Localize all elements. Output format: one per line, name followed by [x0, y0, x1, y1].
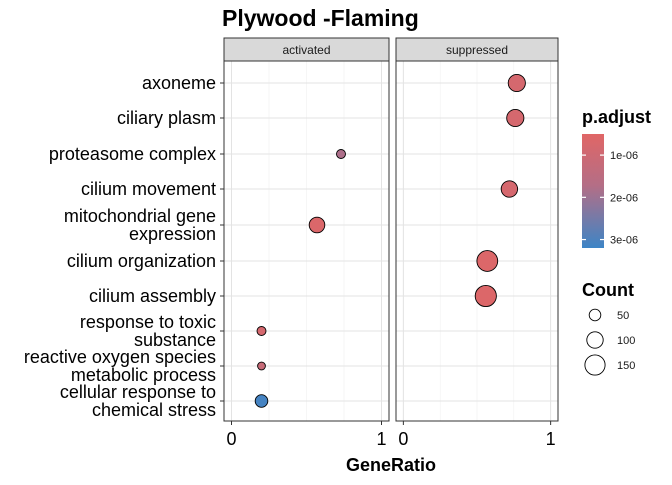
y-tick-label-cilium-organization: cilium organization — [67, 251, 216, 271]
y-axis-labels: axoneme ciliary plasm proteasome complex ci… — [24, 73, 224, 420]
data-point-ciliary-plasm — [506, 108, 525, 128]
data-point-response-to-toxic-substance — [256, 326, 267, 336]
y-tick-label-axoneme: axoneme — [142, 73, 216, 93]
chart-title: Plywood -Flaming — [222, 5, 419, 31]
count-legend-circle — [588, 308, 602, 322]
data-point-reactive-oxygen-species-metabolic-process — [257, 361, 266, 371]
x-tick-label: 0 — [398, 429, 408, 449]
data-point-mitochondrial-gene-expression — [308, 216, 326, 234]
x-tick-label: 1 — [546, 429, 556, 449]
colorbar-tick-label: 2e-06 — [610, 192, 638, 204]
p-adjust-legend-title: p.adjust — [582, 107, 651, 127]
data-point-cilium-assembly — [474, 284, 497, 308]
data-point-cilium-movement — [500, 180, 519, 198]
panel-border — [223, 60, 390, 422]
y-tick-label-proteasome-complex: proteasome complex — [49, 144, 216, 164]
y-tick-label-cilium-movement: cilium movement — [81, 179, 216, 199]
colorbar-tick-label: 1e-06 — [610, 150, 638, 162]
count-legend-label: 50 — [617, 310, 629, 322]
data-point-cilium-organization — [476, 250, 499, 272]
y-tick-label-ciliary-plasm: ciliary plasm — [117, 108, 216, 128]
y-tick-label-reactive-oxygen-species-metabolic-process: reactive oxygen species metabolic process — [24, 347, 216, 385]
panel-strip-label: suppressed — [446, 43, 508, 57]
count-legend-circle — [586, 331, 604, 349]
p-adjust-colorbar — [582, 134, 604, 248]
y-tick-label-response-to-toxic-substance: response to toxic substance — [80, 312, 216, 350]
panel-strip-label: activated — [282, 43, 330, 57]
panel-activated: activated 0 1 — [223, 37, 390, 449]
count-legend-label: 150 — [617, 360, 635, 372]
count-legend-title: Count — [582, 280, 634, 300]
panel-border — [395, 60, 559, 422]
x-tick-label: 0 — [226, 429, 236, 449]
colorbar-tick-label: 3e-06 — [610, 235, 638, 247]
data-point-cellular-response-to-chemical-stress — [254, 394, 269, 408]
y-tick-label-mitochondrial-gene-expression: mitochondrial gene expression — [64, 206, 216, 244]
count-legend: Count 50 100 150 — [582, 280, 635, 376]
panel-suppressed: suppressed 0 1 — [395, 37, 559, 449]
count-legend-circle — [584, 354, 606, 376]
x-tick-label: 1 — [376, 429, 386, 449]
data-point-proteasome-complex — [336, 149, 346, 159]
x-axis-title: GeneRatio — [346, 455, 436, 475]
p-adjust-legend: p.adjust 1e-06 2e-06 3e-06 — [582, 107, 651, 248]
y-tick-label-cellular-response-to-chemical-stress: cellular response to chemical stress — [60, 382, 216, 420]
data-point-axoneme — [507, 73, 526, 93]
y-tick-label-cilium-assembly: cilium assembly — [89, 286, 216, 306]
count-legend-label: 100 — [617, 335, 635, 347]
